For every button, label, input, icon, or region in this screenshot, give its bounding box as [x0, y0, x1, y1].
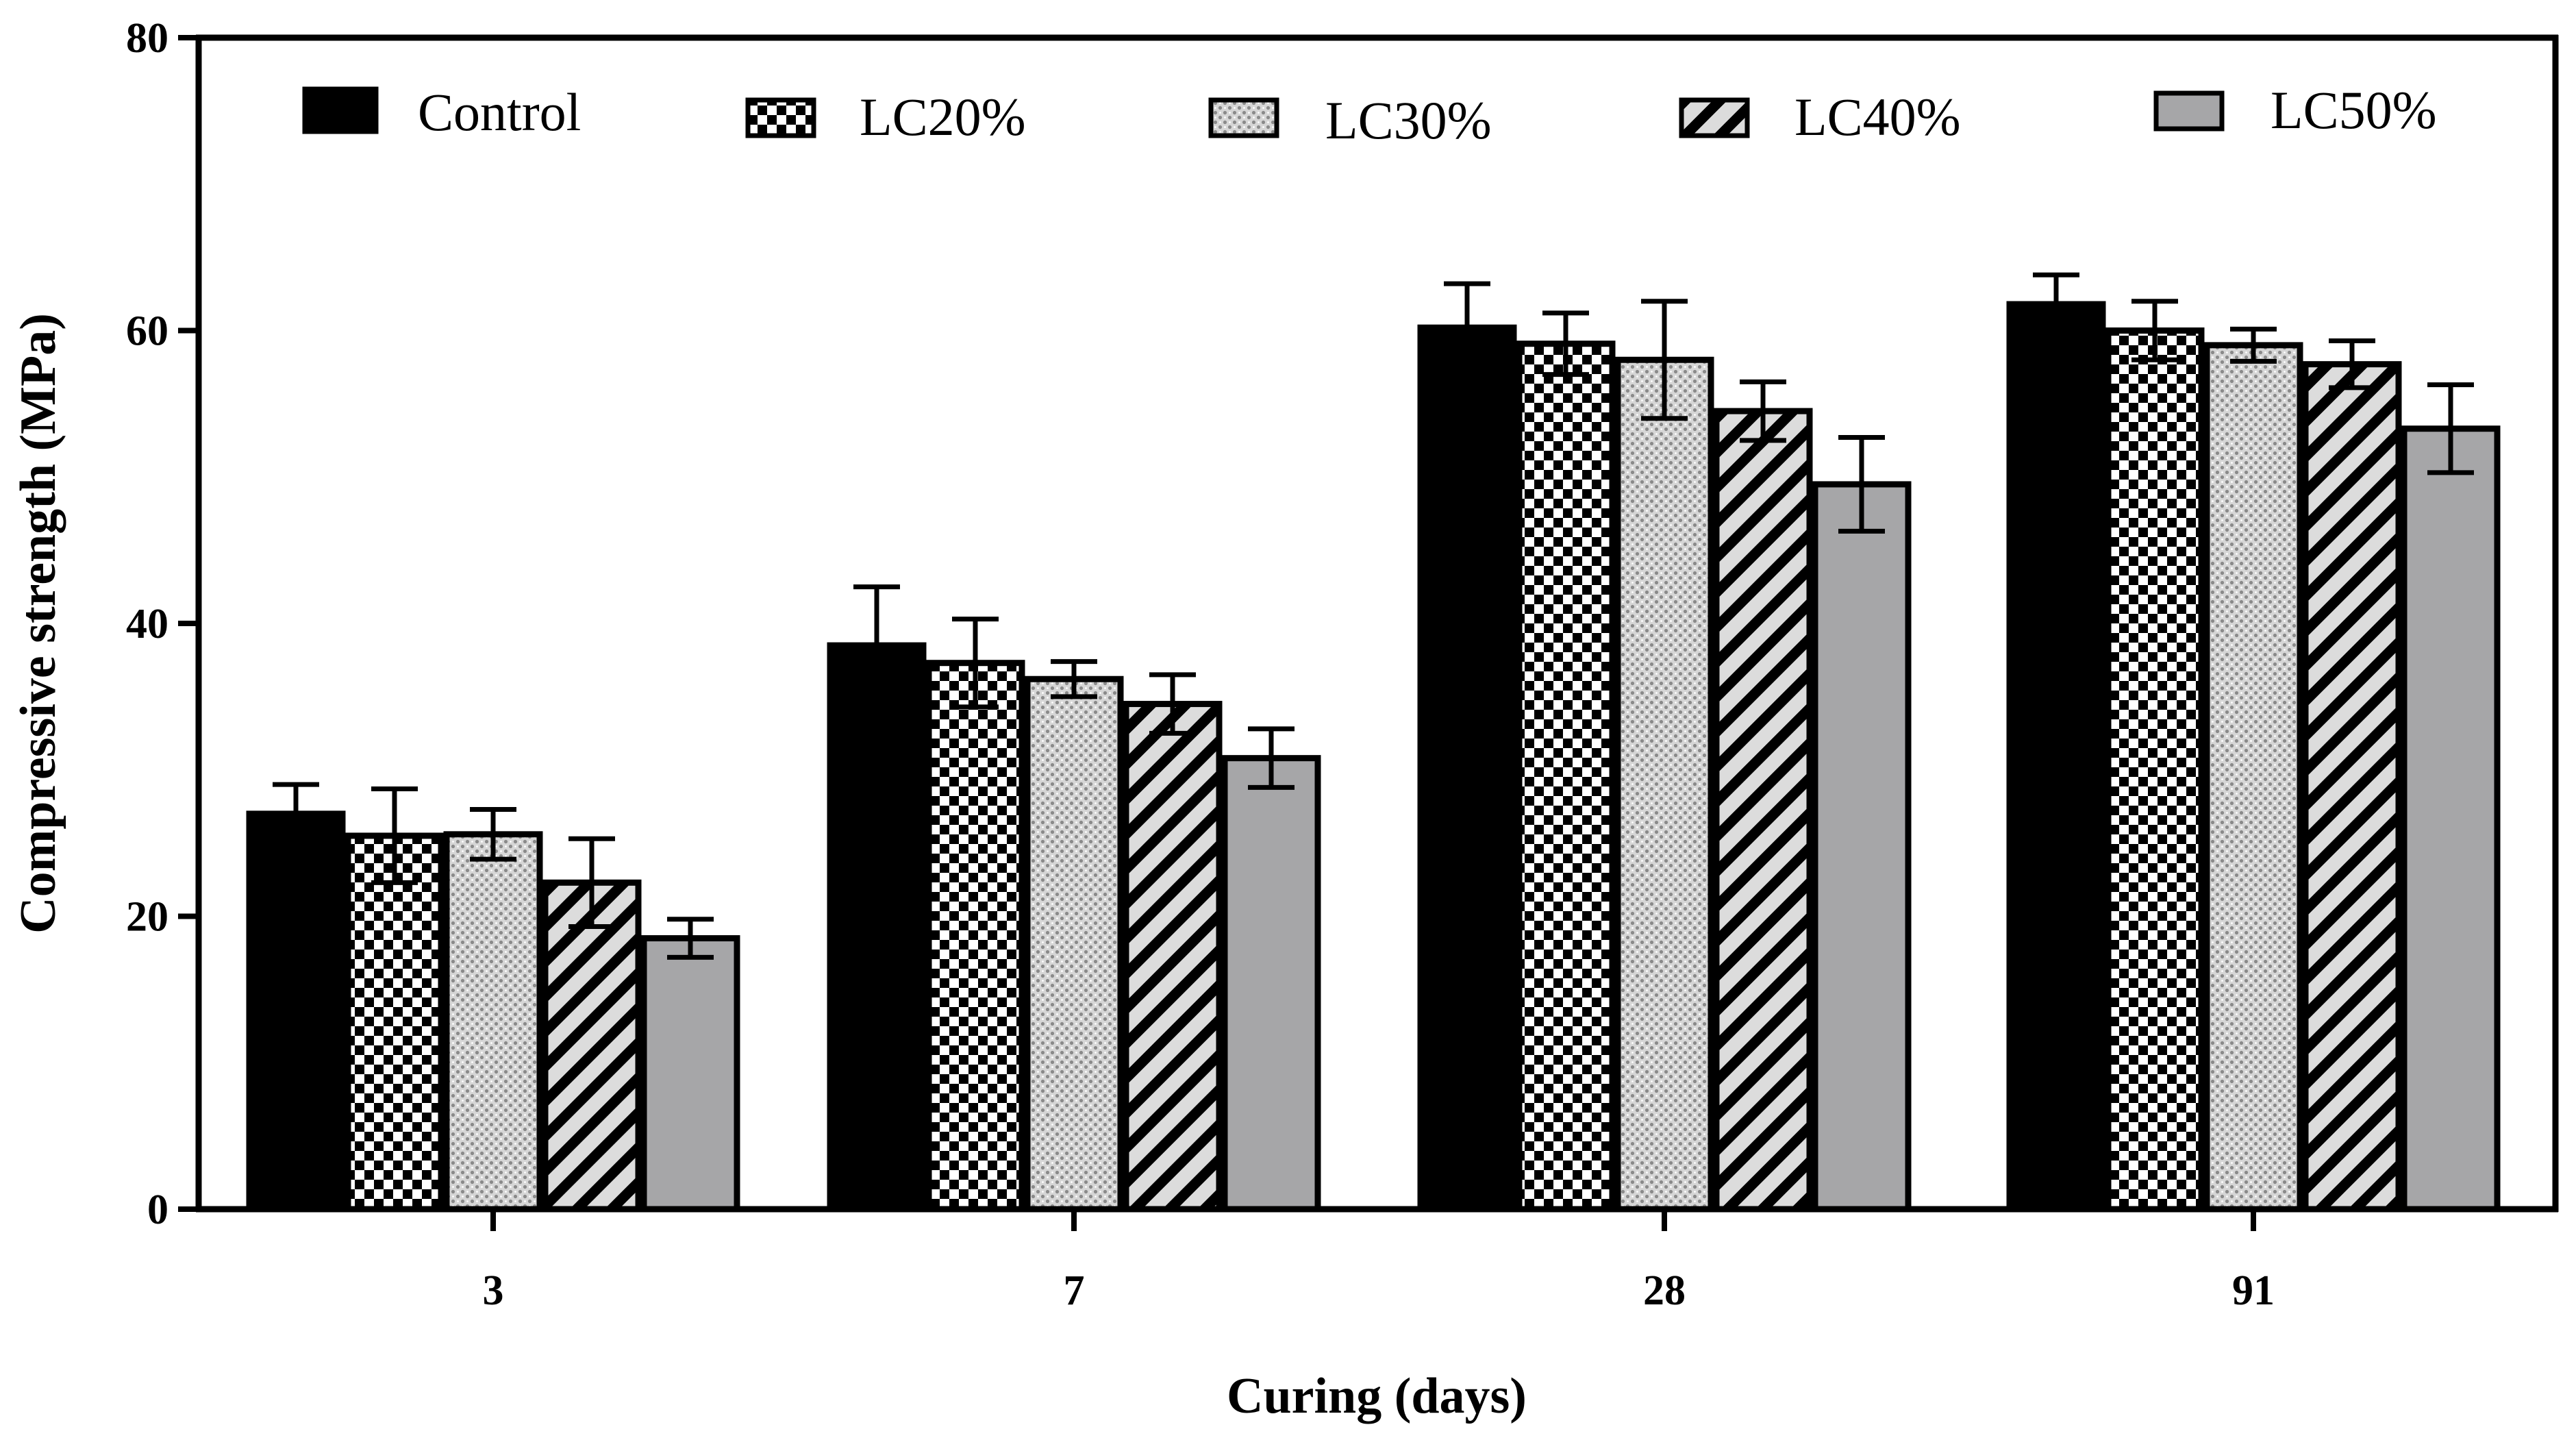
y-tick-label-80: 80: [126, 15, 168, 62]
legend-swatch-lc40pct: [1679, 97, 1750, 138]
y-tick-label-40: 40: [126, 601, 168, 647]
error-bar-lc30pct-day-3: [470, 806, 516, 862]
x-tick-label-3: 3: [483, 1267, 504, 1314]
legend-swatch-lc20pct: [745, 97, 816, 138]
legend: Control LC20% LC30% LC40% LC50%: [302, 80, 2437, 150]
bar-control-day-91: [2006, 301, 2106, 1213]
x-tick-label-28: 28: [1643, 1267, 1686, 1314]
bar-control-day-28: [1417, 324, 1517, 1213]
x-axis-title: Curing (days): [1227, 1368, 1527, 1424]
legend-label-lc50pct: LC50%: [2271, 80, 2437, 140]
bar-lc30pct-day-91: [2203, 342, 2303, 1213]
bar-lc40pct-day-3: [542, 879, 642, 1213]
ticks: 0 20 40 60 80 3 7 28 91: [126, 15, 2275, 1314]
error-bar-lc50pct-day-7: [1248, 726, 1295, 790]
y-tick-label-0: 0: [147, 1187, 168, 1233]
legend-label-lc20pct: LC20%: [860, 87, 1026, 147]
bar-lc20pct-day-3: [345, 832, 445, 1213]
error-bar-control-day-28: [1444, 281, 1490, 374]
bar-lc40pct-day-28: [1713, 408, 1813, 1213]
error-bar-lc20pct-day-3: [371, 786, 418, 885]
error-bar-lc40pct-day-91: [2329, 338, 2375, 390]
error-bar-lc50pct-day-3: [667, 917, 714, 960]
legend-item-lc50pct: LC50%: [2153, 80, 2437, 140]
bar-lc20pct-day-91: [2105, 327, 2205, 1213]
legend-item-lc20pct: LC20%: [745, 87, 1026, 147]
bar-control-day-3: [246, 810, 346, 1213]
error-bar-lc20pct-day-91: [2131, 299, 2178, 362]
bar-lc30pct-day-28: [1614, 356, 1714, 1213]
legend-item-lc40pct: LC40%: [1679, 87, 1961, 147]
error-bar-lc20pct-day-7: [952, 617, 999, 710]
error-bars-layer: [273, 272, 2474, 960]
error-bar-lc20pct-day-28: [1542, 310, 1589, 377]
error-bar-lc40pct-day-3: [568, 836, 615, 929]
bar-lc40pct-day-91: [2302, 361, 2402, 1213]
error-bar-lc50pct-day-91: [2427, 382, 2474, 475]
legend-item-control: Control: [302, 82, 581, 142]
legend-label-lc30pct: LC30%: [1325, 90, 1492, 150]
bar-lc40pct-day-7: [1123, 701, 1223, 1213]
legend-label-control: Control: [418, 82, 581, 142]
y-tick-label-60: 60: [126, 308, 168, 355]
legend-item-lc30pct: LC30%: [1208, 90, 1492, 150]
bars-layer: [246, 301, 2501, 1213]
bar-lc30pct-day-3: [443, 831, 543, 1213]
bar-lc20pct-day-7: [925, 660, 1025, 1213]
legend-swatch-control: [302, 86, 379, 134]
error-bar-control-day-91: [2033, 272, 2079, 336]
bar-lc20pct-day-28: [1516, 340, 1616, 1213]
error-bar-lc40pct-day-28: [1740, 379, 1786, 443]
bar-control-day-7: [827, 642, 927, 1213]
bar-lc50pct-day-7: [1221, 755, 1321, 1213]
legend-label-lc40pct: LC40%: [1795, 87, 1961, 147]
bar-lc50pct-day-3: [640, 935, 740, 1213]
error-bar-lc40pct-day-7: [1149, 672, 1196, 736]
legend-swatch-lc30pct: [1208, 97, 1279, 138]
x-tick-label-91: 91: [2232, 1267, 2275, 1314]
bar-lc50pct-day-28: [1812, 481, 1912, 1213]
error-bar-control-day-3: [273, 782, 319, 846]
error-bar-control-day-7: [853, 584, 900, 707]
legend-swatch-lc50pct: [2153, 90, 2225, 132]
y-tick-label-20: 20: [126, 894, 168, 941]
error-bar-lc30pct-day-28: [1641, 299, 1688, 421]
error-bar-lc30pct-day-91: [2230, 326, 2277, 364]
y-axis-title: Compressive strength (MPa): [10, 313, 66, 934]
x-tick-label-7: 7: [1064, 1267, 1085, 1314]
bar-lc30pct-day-7: [1024, 675, 1124, 1213]
bar-lc50pct-day-91: [2401, 425, 2501, 1213]
error-bar-lc50pct-day-28: [1838, 435, 1885, 534]
error-bar-lc30pct-day-7: [1051, 659, 1097, 699]
